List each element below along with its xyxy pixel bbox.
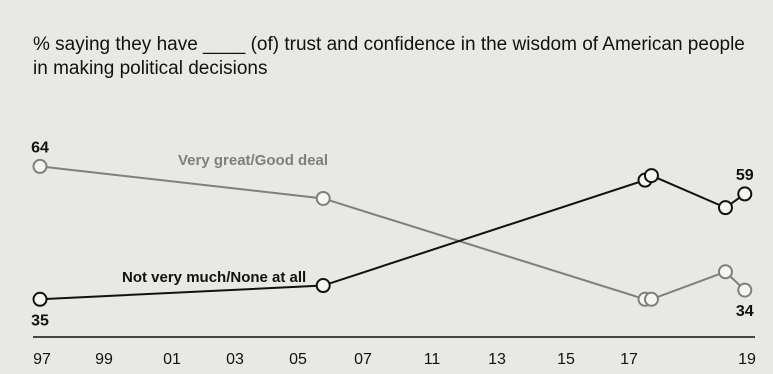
x-tick-label: 11 (424, 351, 441, 368)
x-tick-label: 15 (557, 351, 575, 368)
x-tick-labels: 97 99 01 03 05 07 11 13 15 17 19 (33, 351, 756, 368)
data-point (737, 186, 753, 202)
value-labels: 64 34 35 59 (31, 139, 754, 329)
data-point (32, 291, 48, 307)
series-label-very-great-good-deal: Very great/Good deal (178, 152, 328, 169)
x-tick-label: 01 (163, 351, 181, 368)
data-point (643, 168, 659, 184)
x-tick-label: 19 (738, 351, 756, 368)
data-point (737, 282, 753, 298)
x-tick-label: 13 (488, 351, 506, 368)
data-value-label: 64 (31, 139, 49, 156)
data-point (643, 291, 659, 307)
x-tick-label: 03 (226, 351, 244, 368)
x-tick-label: 05 (289, 351, 307, 368)
x-tick-label: 17 (620, 351, 638, 368)
x-tick-label: 07 (354, 351, 372, 368)
data-point (717, 264, 733, 280)
data-point (717, 200, 733, 216)
data-point (32, 158, 48, 174)
data-value-label: 59 (736, 167, 754, 184)
data-point (315, 278, 331, 294)
x-tick-label: 97 (33, 351, 51, 368)
chart-title: % saying they have ____ (of) trust and c… (33, 34, 745, 79)
x-tick-label: 99 (95, 351, 113, 368)
data-value-label: 34 (736, 303, 754, 320)
data-value-label: 35 (31, 312, 49, 329)
series-label-not-very-much-none: Not very much/None at all (122, 269, 306, 286)
data-point (315, 190, 331, 206)
series-points (32, 158, 753, 307)
